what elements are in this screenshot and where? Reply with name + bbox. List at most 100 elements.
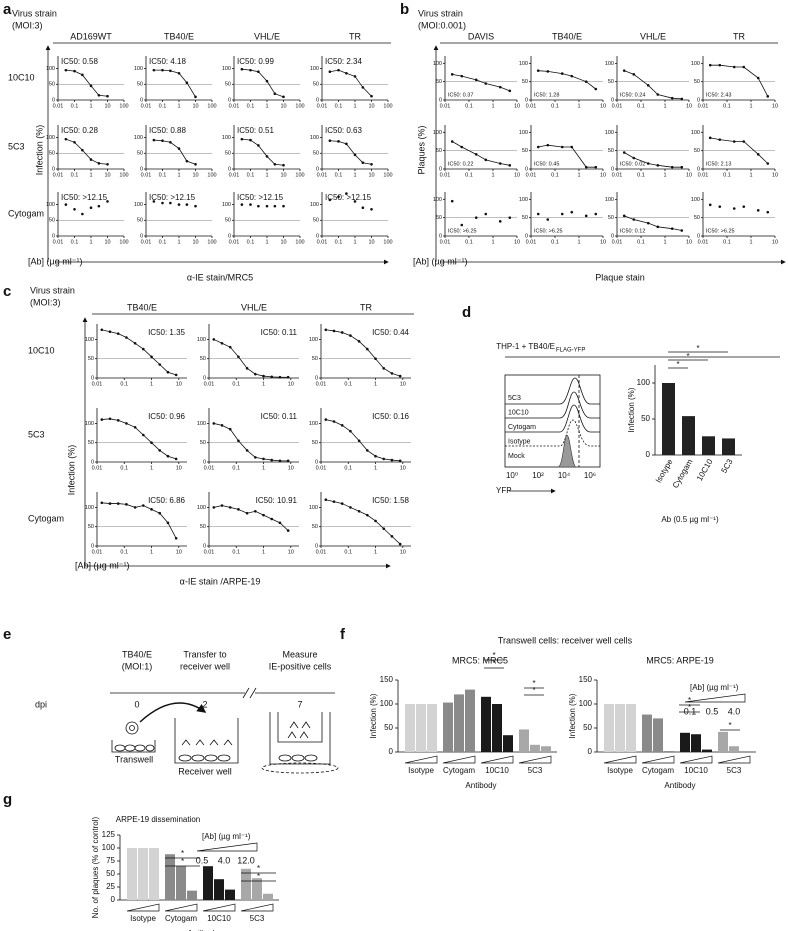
ic50-label: IC50: >6.25 bbox=[534, 228, 563, 234]
x-tick-label: 0.01 bbox=[92, 465, 103, 471]
data-point bbox=[166, 454, 170, 458]
fit-curve bbox=[710, 64, 769, 97]
x-tick-label: 10 bbox=[192, 103, 198, 109]
y-tick-label: 50 bbox=[436, 148, 442, 154]
data-point bbox=[680, 165, 684, 169]
fit-curve bbox=[325, 329, 401, 377]
ic50-label: IC50: >12.15 bbox=[237, 193, 284, 202]
x-tick-label: 0.1 bbox=[247, 172, 255, 178]
y-tick-label: 0 bbox=[588, 747, 593, 756]
x-tick-label: 10 bbox=[514, 172, 520, 178]
x-tick-label: 0.01 bbox=[317, 103, 328, 109]
data-point bbox=[125, 503, 128, 506]
x-tick-label: 0.1 bbox=[71, 172, 79, 178]
y-tick-label: 0 bbox=[228, 97, 231, 103]
data-point bbox=[64, 68, 68, 72]
data-point bbox=[337, 68, 340, 72]
panel-label: a bbox=[3, 1, 12, 18]
bar bbox=[662, 383, 675, 455]
y-tick-label: 50 bbox=[49, 151, 55, 157]
step-day: 7 bbox=[297, 699, 302, 709]
x-tick-label: 0.01 bbox=[698, 239, 709, 245]
data-point bbox=[680, 229, 684, 232]
x-tick-label: 10 bbox=[192, 239, 198, 245]
y-tick-label: 125 bbox=[102, 830, 116, 839]
data-point bbox=[508, 164, 512, 167]
bar bbox=[252, 878, 262, 900]
data-point bbox=[158, 449, 162, 452]
x-axis-label: Antibody bbox=[664, 781, 695, 790]
dose-wedge bbox=[442, 755, 476, 764]
x-tick-label: 1 bbox=[353, 172, 356, 178]
x-tick-label: 10 bbox=[368, 172, 374, 178]
x-tick-label: 0.1 bbox=[71, 239, 79, 245]
data-point bbox=[133, 506, 137, 509]
group-label: Isotype bbox=[408, 766, 434, 775]
y-tick-label: 100 bbox=[519, 130, 528, 136]
ic50-label: IC50: 0.02 bbox=[620, 161, 645, 167]
x-tick-label: 1 bbox=[265, 239, 268, 245]
y-tick-label: 25 bbox=[106, 882, 115, 891]
data-point bbox=[345, 192, 348, 195]
data-point bbox=[646, 221, 650, 225]
bar bbox=[541, 746, 551, 752]
x-tick-label: 0.1 bbox=[344, 549, 352, 555]
bar bbox=[503, 735, 513, 752]
step-title: receiver well bbox=[180, 661, 230, 671]
data-point bbox=[270, 375, 274, 379]
data-point bbox=[656, 93, 660, 96]
x-tick-label: 1 bbox=[89, 239, 92, 245]
data-point bbox=[718, 205, 722, 208]
data-point bbox=[366, 513, 369, 517]
data-point bbox=[286, 459, 290, 463]
ic50-label: IC50: 10.91 bbox=[256, 496, 298, 505]
x-tick-label: 0.1 bbox=[551, 103, 559, 109]
data-point bbox=[282, 95, 285, 99]
fit-curve bbox=[213, 339, 289, 378]
ic50-label: IC50: 0.45 bbox=[534, 161, 559, 167]
y-tick-label: 150 bbox=[380, 675, 394, 684]
data-point bbox=[245, 449, 249, 452]
data-point bbox=[361, 86, 365, 89]
x-tick-label: 0.01 bbox=[526, 103, 537, 109]
data-point bbox=[398, 459, 402, 463]
data-point bbox=[106, 200, 109, 203]
data-point bbox=[324, 498, 328, 502]
x-tick-label: 1 bbox=[577, 103, 580, 109]
data-point bbox=[570, 210, 574, 214]
fit-curve bbox=[65, 138, 108, 165]
row-label: 5C3 bbox=[28, 429, 45, 439]
x-tick-label: 0.01 bbox=[698, 103, 709, 109]
y-tick-label: 50 bbox=[225, 151, 231, 157]
data-point bbox=[278, 375, 282, 379]
data-point bbox=[460, 223, 464, 227]
data-point bbox=[484, 212, 488, 216]
data-point bbox=[450, 73, 454, 76]
data-point bbox=[508, 89, 512, 93]
data-point bbox=[340, 424, 344, 427]
bar bbox=[702, 749, 712, 752]
data-point bbox=[632, 73, 636, 76]
data-point bbox=[212, 422, 216, 425]
x-tick-label: 0.01 bbox=[316, 549, 327, 555]
x-tick-label: 100 bbox=[207, 172, 216, 178]
data-point bbox=[718, 138, 722, 141]
x-tick-label: 0.01 bbox=[229, 239, 240, 245]
x-tick-label: 1 bbox=[749, 103, 752, 109]
row-label: Cytogam bbox=[8, 208, 44, 218]
data-point bbox=[150, 355, 153, 359]
x-tick-label: 0.1 bbox=[344, 381, 352, 387]
significance: * bbox=[728, 721, 731, 730]
group-label: Cytogam bbox=[642, 766, 674, 775]
x-tick-label: 0.01 bbox=[204, 549, 215, 555]
data-point bbox=[353, 153, 357, 157]
data-point bbox=[194, 162, 197, 166]
y-tick-label: 50 bbox=[312, 440, 318, 446]
y-tick-label: 100 bbox=[85, 505, 94, 511]
data-point bbox=[73, 207, 76, 211]
fit-curve bbox=[325, 419, 401, 462]
data-point bbox=[345, 142, 348, 146]
strain-label: TB40/E bbox=[127, 302, 157, 312]
ic50-label: IC50: 0.11 bbox=[261, 412, 298, 421]
y-tick-label: 50 bbox=[49, 82, 55, 88]
